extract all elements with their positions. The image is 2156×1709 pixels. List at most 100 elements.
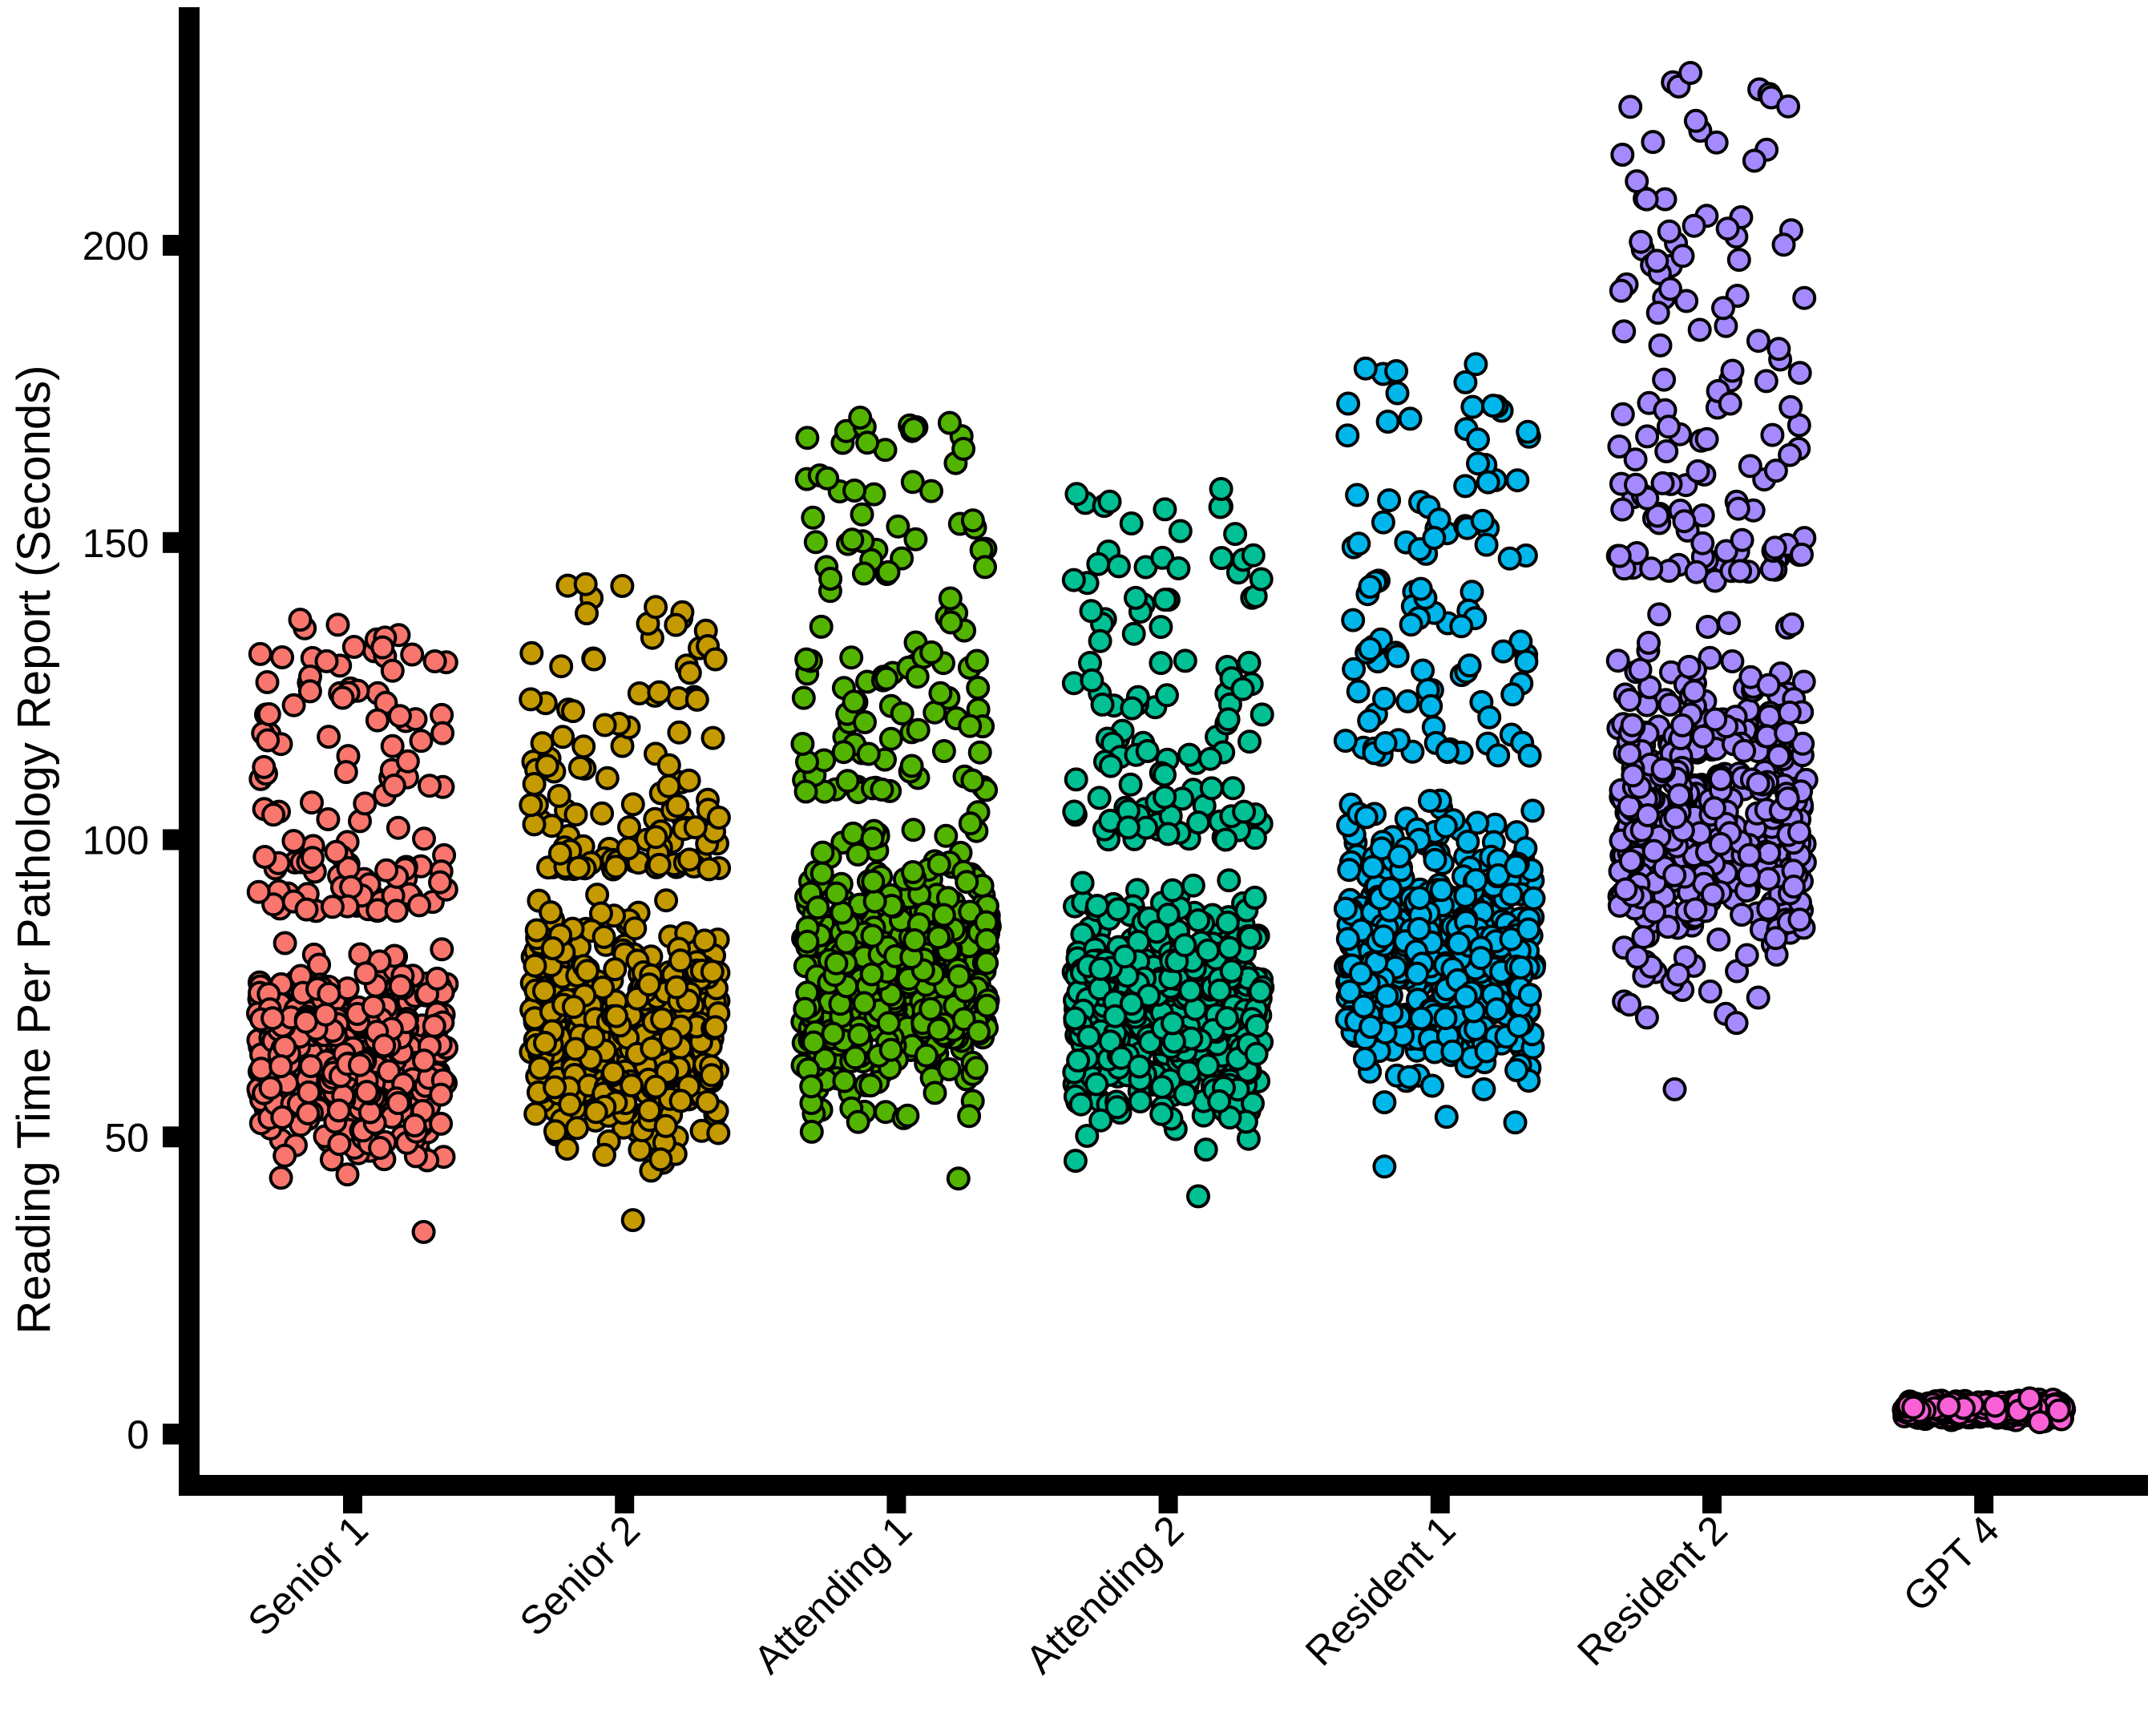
data-point bbox=[430, 721, 455, 745]
data-point bbox=[1242, 885, 1267, 910]
data-point bbox=[1628, 657, 1653, 682]
data-point bbox=[1763, 459, 1788, 483]
data-point bbox=[327, 1132, 352, 1157]
data-point bbox=[832, 1069, 857, 1093]
data-point bbox=[1248, 979, 1273, 1004]
data-point bbox=[890, 701, 914, 726]
data-point bbox=[1241, 543, 1266, 568]
data-point bbox=[1186, 908, 1211, 933]
data-point bbox=[878, 1037, 903, 1062]
data-point bbox=[388, 974, 413, 999]
data-point bbox=[1609, 278, 1633, 303]
data-point bbox=[1754, 369, 1778, 394]
data-point bbox=[1128, 1089, 1153, 1113]
data-point bbox=[519, 640, 544, 665]
data-point bbox=[668, 948, 692, 973]
data-point bbox=[567, 755, 592, 780]
data-point bbox=[1682, 213, 1706, 238]
data-point bbox=[1120, 696, 1145, 721]
data-point bbox=[1447, 931, 1471, 956]
data-point bbox=[1333, 729, 1358, 753]
data-point bbox=[1629, 229, 1653, 254]
data-point bbox=[1610, 402, 1635, 426]
data-point bbox=[411, 1219, 436, 1244]
data-point bbox=[658, 1026, 683, 1051]
data-point bbox=[795, 426, 820, 450]
data-point bbox=[1730, 903, 1754, 927]
data-point bbox=[703, 647, 728, 672]
data-point bbox=[620, 1208, 645, 1233]
data-point bbox=[1371, 924, 1396, 949]
series-attending-1 bbox=[790, 406, 1002, 1191]
data-point bbox=[422, 1013, 446, 1038]
data-point bbox=[1634, 187, 1659, 212]
data-point bbox=[412, 826, 436, 851]
data-point bbox=[1687, 317, 1712, 342]
data-point bbox=[818, 567, 843, 591]
data-point bbox=[1453, 984, 1478, 1009]
data-point bbox=[395, 749, 420, 774]
data-point bbox=[1686, 459, 1710, 483]
data-point bbox=[1351, 994, 1376, 1019]
data-point bbox=[1219, 959, 1244, 984]
data-point bbox=[1433, 1006, 1458, 1031]
data-point bbox=[261, 802, 286, 827]
data-point bbox=[946, 1166, 971, 1191]
y-tick-mark bbox=[163, 1126, 180, 1148]
data-point bbox=[644, 825, 668, 850]
data-point bbox=[551, 725, 575, 749]
data-point bbox=[1223, 522, 1248, 547]
data-point bbox=[1135, 739, 1160, 763]
data-point bbox=[1086, 551, 1111, 576]
data-point bbox=[1706, 927, 1731, 952]
data-point bbox=[1641, 838, 1666, 863]
data-point bbox=[1408, 576, 1433, 601]
data-point bbox=[623, 916, 648, 941]
data-point bbox=[1760, 422, 1785, 447]
data-point bbox=[706, 1121, 731, 1145]
data-point bbox=[549, 654, 574, 679]
data-point bbox=[927, 852, 951, 877]
data-point bbox=[531, 979, 556, 1004]
data-point bbox=[2028, 1410, 2052, 1435]
data-point bbox=[1359, 1015, 1383, 1039]
data-point bbox=[575, 959, 600, 984]
data-point bbox=[610, 574, 635, 598]
data-point bbox=[1642, 899, 1666, 924]
data-point bbox=[853, 710, 877, 734]
data-point bbox=[654, 888, 679, 913]
data-point bbox=[1474, 532, 1499, 557]
data-point bbox=[1407, 916, 1431, 941]
data-point bbox=[590, 801, 615, 826]
data-point bbox=[412, 1048, 436, 1073]
data-point bbox=[566, 855, 591, 880]
data-point bbox=[1618, 95, 1643, 119]
data-point bbox=[855, 430, 880, 455]
data-point bbox=[644, 1074, 668, 1099]
data-point bbox=[1214, 1006, 1239, 1031]
data-point bbox=[543, 1119, 567, 1144]
data-point bbox=[859, 962, 884, 987]
data-point bbox=[1217, 935, 1242, 960]
data-point bbox=[1742, 148, 1766, 173]
data-point bbox=[840, 527, 865, 552]
data-point bbox=[1063, 1149, 1088, 1174]
data-point bbox=[1505, 468, 1530, 493]
data-point bbox=[288, 608, 313, 632]
data-point bbox=[1662, 863, 1687, 887]
data-point bbox=[1372, 1090, 1397, 1115]
data-point bbox=[1207, 978, 1232, 1003]
data-point bbox=[1341, 608, 1366, 632]
data-point bbox=[1409, 1006, 1434, 1031]
data-point bbox=[1728, 559, 1753, 584]
data-point bbox=[1774, 721, 1799, 745]
data-point bbox=[1068, 1092, 1093, 1117]
data-point bbox=[650, 1007, 675, 1032]
data-point bbox=[1173, 648, 1197, 673]
y-tick-label: 50 bbox=[104, 1115, 149, 1160]
data-point bbox=[1484, 997, 1509, 1022]
y-ticks: 0 50 100 150 200 bbox=[83, 224, 180, 1457]
data-point bbox=[260, 1006, 285, 1031]
data-point bbox=[1506, 1014, 1531, 1038]
